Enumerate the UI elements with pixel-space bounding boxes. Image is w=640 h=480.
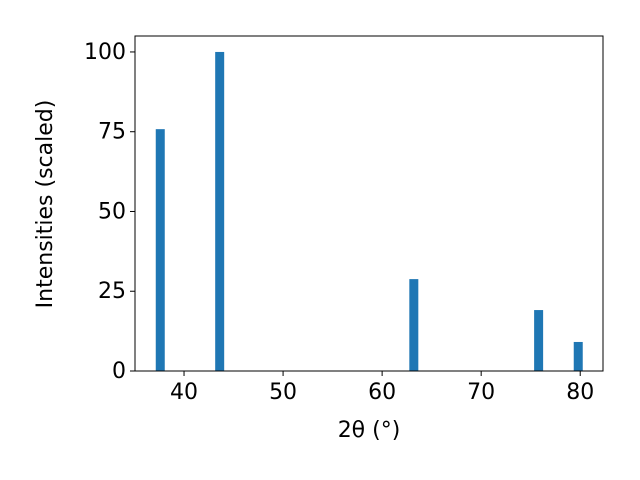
y-tick-label: 50 <box>98 199 126 224</box>
bar <box>215 51 225 371</box>
y-tick-label: 25 <box>98 279 126 304</box>
bar <box>573 341 583 371</box>
x-tick-label: 40 <box>170 380 198 405</box>
bar <box>409 279 419 371</box>
x-tick-label: 60 <box>368 380 396 405</box>
y-tick-label: 100 <box>84 40 126 65</box>
plot-frame <box>134 35 604 372</box>
x-axis-label: 2θ (°) <box>338 418 401 443</box>
y-tick-label: 0 <box>112 359 126 384</box>
x-tick-label: 50 <box>269 380 297 405</box>
x-tick-label: 80 <box>566 380 594 405</box>
bar <box>155 129 165 371</box>
y-axis-label: Intensities (scaled) <box>33 100 58 309</box>
bar <box>534 310 544 371</box>
x-tick-label: 70 <box>467 380 495 405</box>
y-tick-label: 75 <box>98 120 126 145</box>
